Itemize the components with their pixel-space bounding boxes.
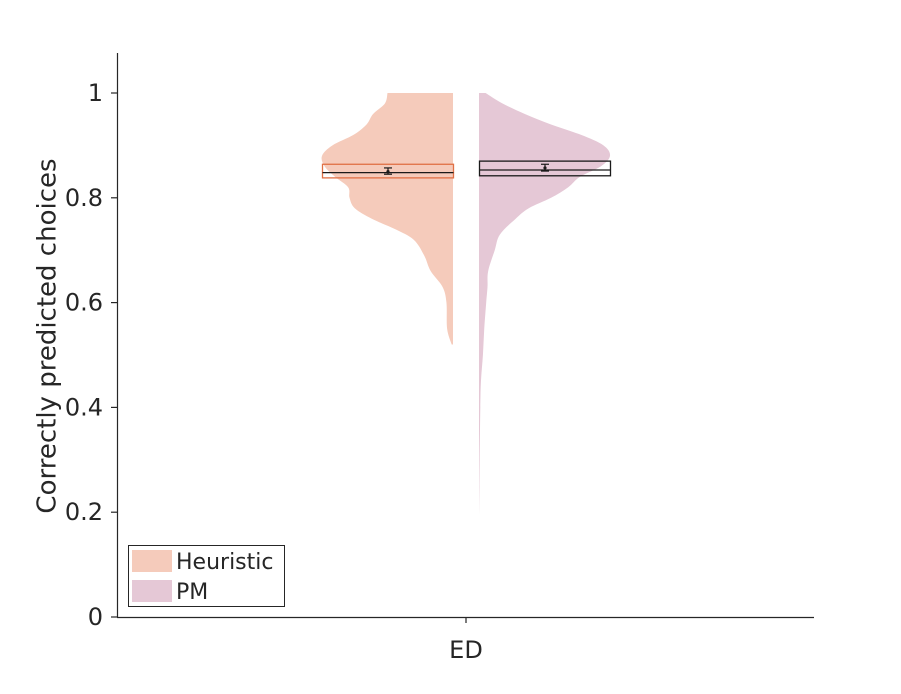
legend: Heuristic PM xyxy=(128,545,285,607)
y-tick-label: 0.8 xyxy=(65,184,103,212)
y-tick-label: 0 xyxy=(88,603,103,631)
x-tick-label: ED xyxy=(449,636,483,664)
axes xyxy=(116,53,814,619)
y-ticks: 0 0.2 0.4 0.6 0.8 1 xyxy=(65,79,117,631)
legend-label-heuristic: Heuristic xyxy=(176,550,273,575)
box-pm xyxy=(478,160,612,177)
violin-pm xyxy=(479,93,611,518)
box-layer xyxy=(321,160,612,179)
violin-layer xyxy=(321,93,611,518)
y-axis-label: Correctly predicted choices xyxy=(33,158,63,513)
legend-swatch-pm xyxy=(132,580,172,602)
y-tick-label: 1 xyxy=(88,79,103,107)
y-tick-label: 0.6 xyxy=(65,289,103,317)
mean-point-heuristic xyxy=(386,170,390,174)
y-tick-label: 0.4 xyxy=(65,393,103,421)
box-heuristic xyxy=(321,163,455,179)
mean-point-pm xyxy=(543,166,547,170)
legend-label-pm: PM xyxy=(176,580,208,605)
y-tick-label: 0.2 xyxy=(65,498,103,526)
violin-heuristic xyxy=(321,93,453,345)
x-ticks: ED xyxy=(449,617,483,664)
legend-swatch-heuristic xyxy=(132,550,172,572)
